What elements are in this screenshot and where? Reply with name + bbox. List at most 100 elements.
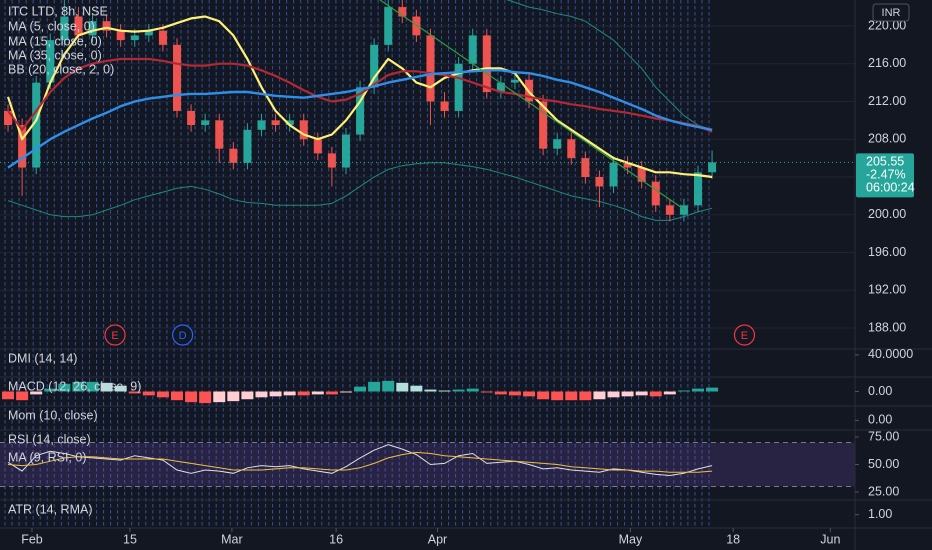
macd-bar [241, 391, 254, 400]
pane-tick-label: 40.0000 [868, 347, 913, 361]
pane-label: MA (9, RSI, 0) [8, 450, 87, 464]
macd-bar [185, 391, 198, 403]
candle-body [708, 162, 717, 173]
pane-tick-label: 75.00 [868, 429, 899, 443]
rsi-band [0, 442, 855, 487]
legend-label: BB (20, close, 2, 0) [8, 62, 114, 76]
candle-body [679, 205, 688, 215]
y-tick-label: 212.00 [868, 94, 906, 108]
y-tick-label: 188.00 [868, 320, 906, 334]
candle-body [4, 110, 13, 126]
candle-body [609, 162, 618, 187]
pane-tick-label: 0.00 [868, 413, 892, 427]
x-tick-label: 15 [123, 532, 137, 546]
candle-body [327, 153, 336, 168]
macd-bar [156, 391, 169, 398]
candle-body [271, 120, 280, 126]
pane-label: RSI (14, close) [8, 432, 91, 446]
pane-tick-label: 0.00 [868, 384, 892, 398]
candle-body [623, 162, 632, 168]
macd-bar [269, 391, 282, 397]
macd-bar [86, 381, 99, 392]
price-tag-countdown: 06:00:24 [866, 181, 915, 195]
macd-bar [663, 391, 676, 395]
candle-body [693, 172, 702, 206]
candle-body [539, 101, 548, 149]
candle-body [482, 35, 491, 93]
price-tag-change: -2.47% [866, 168, 906, 182]
event-marker [104, 324, 126, 346]
macd-bar [114, 385, 127, 392]
candle-body [313, 139, 322, 154]
currency-badge [872, 3, 910, 22]
candle-body [257, 120, 266, 130]
macd-bar [452, 389, 465, 392]
candle-body [468, 35, 477, 64]
macd-bar [142, 391, 155, 396]
candle-body [440, 101, 449, 111]
pane-label: DMI (14, 14) [8, 351, 77, 365]
candle-body [18, 125, 27, 168]
pane-label: ATR (14, RMA) [8, 502, 93, 516]
macd-bar [537, 391, 550, 400]
pane-tick-label: 1.00 [868, 507, 892, 521]
event-marker [733, 324, 756, 346]
macd-bar [44, 388, 57, 392]
macd-bar [325, 391, 338, 395]
x-tick-label: 16 [329, 532, 343, 546]
candle-body [116, 30, 125, 41]
macd-bar [607, 391, 620, 398]
candle-body [201, 120, 210, 126]
macd-bar [480, 391, 493, 393]
x-tick-label: Apr [428, 532, 447, 546]
candle-body [665, 205, 674, 215]
macd-bar [30, 391, 43, 395]
x-tick-label: Mar [221, 532, 243, 546]
candle-body [32, 82, 41, 168]
candle-body [496, 82, 505, 93]
bollinger-band [7, 162, 713, 221]
macd-bar [339, 391, 352, 393]
y-tick-label: 196.00 [868, 245, 906, 259]
macd-bar [297, 391, 310, 396]
macd-bar [368, 381, 381, 392]
price-tag-value: 205.55 [866, 155, 904, 169]
macd-bar [494, 391, 507, 395]
candle-body [637, 167, 646, 182]
event-label: E [111, 330, 118, 342]
candle-body [370, 44, 379, 88]
macd-bar [227, 391, 240, 402]
y-tick-label: 220.00 [868, 18, 906, 32]
candle-body [144, 30, 153, 36]
pane-label: MACD (12, 26, close, 9) [8, 379, 141, 393]
x-tick-label: May [619, 532, 643, 546]
candle-body [88, 21, 97, 36]
candle-body [229, 148, 238, 163]
currency-label: INR [882, 7, 901, 19]
macd-bar [396, 382, 409, 392]
macd-bar [438, 390, 451, 392]
macd-bar [100, 382, 113, 392]
macd-bar [424, 389, 437, 392]
event-label: D [179, 330, 187, 342]
macd-bar [466, 388, 479, 392]
macd-bar [579, 391, 592, 401]
macd-bar [410, 385, 423, 392]
macd-bar [635, 391, 648, 396]
candle-body [299, 120, 308, 140]
legend-label: MA (5, close, 0) [8, 19, 95, 33]
pane-label: Mom (10, close) [8, 408, 98, 422]
macd-bar [691, 388, 704, 392]
macd-bar [593, 391, 606, 400]
event-label: E [741, 330, 748, 342]
candle-body [102, 21, 111, 31]
macd-bar [283, 391, 296, 396]
y-tick-label: 216.00 [868, 56, 906, 70]
legend-label: MA (15, close, 0) [8, 34, 102, 48]
candle-body [215, 120, 224, 149]
candle-body [46, 40, 55, 83]
candle-body [243, 129, 252, 163]
